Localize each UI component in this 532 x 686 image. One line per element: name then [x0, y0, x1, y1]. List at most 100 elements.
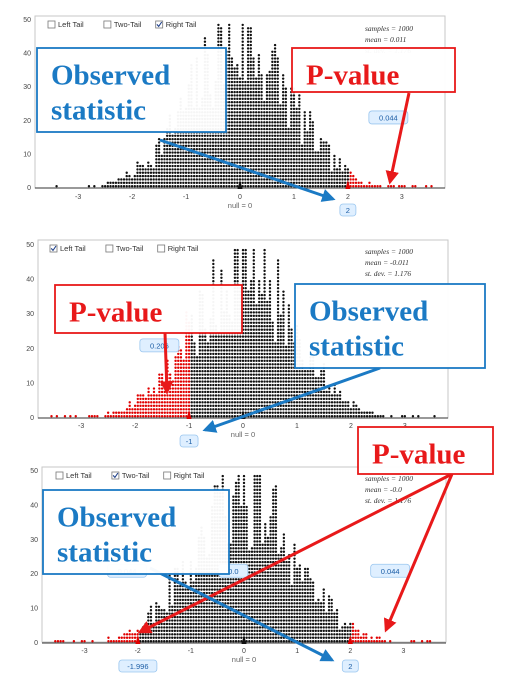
checkbox[interactable] — [55, 471, 64, 480]
dot — [320, 408, 323, 411]
dot — [257, 107, 261, 111]
dot — [298, 408, 301, 411]
dot — [263, 411, 266, 414]
dot — [228, 342, 231, 345]
dot — [155, 164, 158, 168]
dot — [176, 626, 179, 629]
checkbox[interactable] — [103, 20, 112, 29]
option-label: Two-Tail — [116, 244, 144, 253]
dot — [206, 352, 210, 356]
y-tick-label: 50 — [26, 242, 34, 249]
checkbox[interactable] — [163, 471, 172, 480]
tail-option-two-tail[interactable]: Two-Tail — [111, 471, 150, 480]
checkbox[interactable] — [111, 471, 120, 480]
dot — [168, 636, 171, 639]
dot — [298, 107, 301, 111]
dot — [279, 318, 282, 321]
dot — [233, 397, 237, 401]
tail-option-right-tail[interactable]: Right Tail — [155, 20, 197, 29]
dot — [201, 141, 204, 144]
dot — [266, 318, 269, 321]
tail-option-left-tail[interactable]: Left Tail — [49, 244, 86, 253]
dot — [171, 401, 175, 404]
dot — [282, 314, 285, 318]
dot — [260, 359, 264, 363]
dot — [231, 363, 234, 366]
observed-value-box[interactable] — [179, 434, 199, 448]
dot — [276, 415, 280, 418]
dot — [322, 380, 326, 383]
dot — [173, 609, 177, 612]
dot — [257, 161, 261, 164]
dot — [174, 137, 177, 141]
dot — [228, 366, 231, 369]
dot — [136, 178, 139, 181]
dot — [171, 397, 175, 401]
dot — [241, 370, 245, 373]
checkbox[interactable] — [47, 20, 56, 29]
dot — [233, 401, 237, 404]
observed-value-box[interactable] — [339, 203, 357, 217]
dot — [203, 134, 207, 137]
dot — [206, 164, 209, 168]
dot — [338, 401, 342, 404]
dot — [216, 578, 219, 581]
dot — [192, 619, 195, 622]
checkbox[interactable] — [49, 244, 58, 253]
dot — [229, 588, 232, 591]
dot — [290, 107, 293, 111]
dot — [246, 185, 250, 188]
dot — [62, 640, 65, 643]
dot — [216, 595, 219, 598]
dot — [252, 137, 255, 141]
dot — [306, 164, 309, 168]
dot — [136, 404, 139, 408]
dot — [260, 376, 264, 380]
dot — [214, 401, 218, 404]
tail-option-left-tail[interactable]: Left Tail — [55, 471, 92, 480]
dot — [290, 141, 293, 144]
dot — [197, 612, 201, 615]
dot — [268, 370, 272, 373]
dot — [233, 158, 236, 161]
dot — [333, 390, 336, 394]
dot — [206, 394, 210, 397]
dot — [254, 164, 258, 168]
dot — [247, 390, 250, 394]
dot — [257, 94, 261, 97]
checkbox[interactable] — [105, 244, 114, 253]
dot — [311, 380, 315, 383]
dot — [252, 290, 255, 293]
dot — [295, 107, 298, 111]
dot — [168, 401, 172, 404]
tail-option-two-tail[interactable]: Two-Tail — [105, 244, 144, 253]
checkbox[interactable] — [155, 20, 164, 29]
dot — [168, 602, 171, 605]
tail-option-right-tail[interactable]: Right Tail — [163, 471, 205, 480]
dot — [355, 408, 358, 411]
dot — [265, 74, 269, 77]
observed-value-input[interactable]: 2 — [339, 203, 357, 217]
tail-option-left-tail[interactable]: Left Tail — [47, 20, 84, 29]
dot — [198, 404, 202, 408]
tail-option-right-tail[interactable]: Right Tail — [157, 244, 199, 253]
dot — [298, 404, 301, 408]
dot — [173, 640, 177, 643]
dot — [177, 373, 180, 376]
dot — [168, 383, 172, 387]
dot — [338, 181, 341, 185]
dot — [265, 97, 269, 101]
dot — [185, 401, 188, 404]
dot — [213, 581, 216, 584]
dot — [268, 114, 271, 117]
observed-value-input[interactable]: -1 — [179, 434, 199, 448]
dot — [225, 363, 229, 366]
dot — [254, 134, 258, 137]
checkbox[interactable] — [157, 244, 166, 253]
dot — [225, 185, 228, 188]
dot — [193, 394, 196, 397]
dot — [333, 394, 336, 397]
summary-stat: mean = 0.011 — [365, 35, 406, 44]
tail-option-two-tail[interactable]: Two-Tail — [103, 20, 142, 29]
dot — [233, 383, 237, 387]
